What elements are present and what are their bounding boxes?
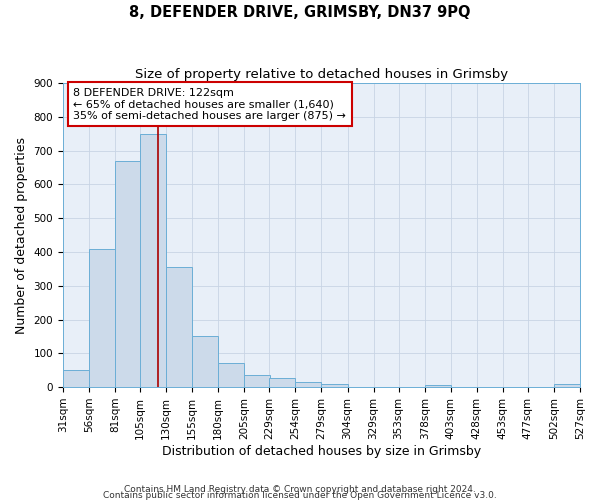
Bar: [554, 384, 580, 387]
Text: Contains public sector information licensed under the Open Government Licence v3: Contains public sector information licen…: [103, 490, 497, 500]
Bar: [166, 267, 192, 387]
Bar: [63, 370, 89, 387]
Y-axis label: Number of detached properties: Number of detached properties: [15, 136, 28, 334]
Title: Size of property relative to detached houses in Grimsby: Size of property relative to detached ho…: [135, 68, 508, 80]
Bar: [89, 248, 115, 387]
X-axis label: Distribution of detached houses by size in Grimsby: Distribution of detached houses by size …: [162, 444, 481, 458]
Bar: [269, 378, 295, 387]
Bar: [425, 386, 451, 387]
Bar: [140, 134, 166, 387]
Text: 8 DEFENDER DRIVE: 122sqm
← 65% of detached houses are smaller (1,640)
35% of sem: 8 DEFENDER DRIVE: 122sqm ← 65% of detach…: [73, 88, 346, 121]
Bar: [322, 384, 347, 387]
Text: Contains HM Land Registry data © Crown copyright and database right 2024.: Contains HM Land Registry data © Crown c…: [124, 485, 476, 494]
Bar: [218, 364, 244, 387]
Bar: [192, 336, 218, 387]
Bar: [115, 161, 141, 387]
Text: 8, DEFENDER DRIVE, GRIMSBY, DN37 9PQ: 8, DEFENDER DRIVE, GRIMSBY, DN37 9PQ: [129, 5, 471, 20]
Bar: [295, 382, 322, 387]
Bar: [244, 374, 271, 387]
